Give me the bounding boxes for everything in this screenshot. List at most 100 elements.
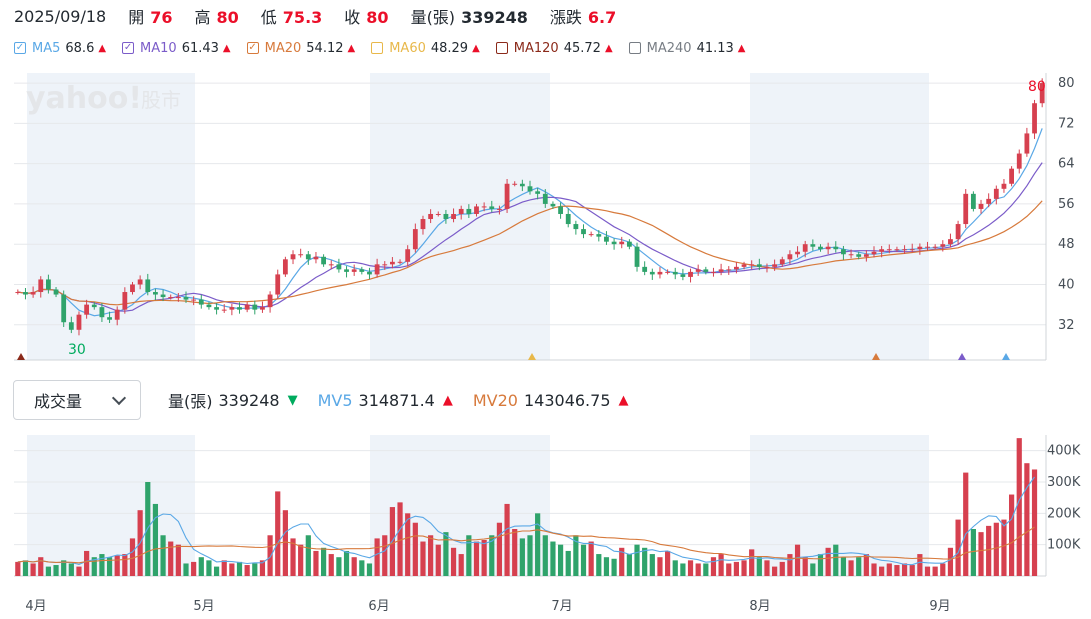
ma-name: MA240 xyxy=(646,40,692,56)
volume-bar xyxy=(626,554,632,576)
candle-body xyxy=(764,266,770,268)
volume-bar xyxy=(213,566,220,576)
candle-body xyxy=(53,289,59,295)
candle-body xyxy=(779,259,785,265)
volume-bar xyxy=(710,557,717,576)
volume-bar xyxy=(106,557,113,576)
candle-body xyxy=(458,208,464,214)
ma-toggle-ma10[interactable]: ✓ MA10 61.43 ▲ xyxy=(122,41,231,56)
trend-up-icon: ▲ xyxy=(442,392,453,408)
candle-body xyxy=(305,254,311,260)
volume-bar xyxy=(787,554,793,576)
volume-bar xyxy=(764,560,770,576)
volume-bar xyxy=(466,535,472,576)
volume-bar xyxy=(374,538,380,576)
ma-value: 61.43 xyxy=(181,40,219,56)
month-band xyxy=(750,73,929,360)
candle-body xyxy=(902,249,907,251)
ma-toggle-ma20[interactable]: ✓ MA20 54.12 ▲ xyxy=(246,41,356,56)
candle-body xyxy=(61,294,67,323)
ma-value: 45.72 xyxy=(563,40,601,56)
volume-bar xyxy=(1024,463,1030,576)
candle-body xyxy=(818,246,823,250)
candle-body xyxy=(970,193,976,209)
candle-body xyxy=(909,249,915,251)
volume-bar xyxy=(672,560,678,576)
candle-body xyxy=(634,246,640,267)
volume-bar xyxy=(206,560,212,576)
candle-body xyxy=(841,249,846,255)
candle-body xyxy=(282,259,288,275)
candle-body xyxy=(573,224,579,230)
candle-body xyxy=(313,256,319,260)
volume-bar xyxy=(129,538,136,576)
volume-bar xyxy=(932,566,938,576)
volume-bar xyxy=(15,561,21,576)
event-marker-icon xyxy=(958,353,966,360)
volume-bar xyxy=(236,561,243,576)
quote-summary-bar: 2025/09/18 開 76 高 80 低 75.3 收 80 量(張) 339248 … xyxy=(14,6,638,28)
y-tick-label: 48 xyxy=(1058,237,1075,252)
high-value: 80 xyxy=(216,8,239,27)
volume-legend-item: 量(張) 339248 ▼ xyxy=(168,388,298,412)
ma-toggle-ma240[interactable]: MA240 41.13 ▲ xyxy=(628,40,746,56)
ma-value: 48.29 xyxy=(430,40,469,56)
candle-body xyxy=(405,249,411,262)
candle-body xyxy=(466,208,472,214)
trend-up-icon: ▲ xyxy=(98,42,107,54)
candle-body xyxy=(229,307,235,310)
candle-body xyxy=(206,304,212,308)
trend-up-icon: ▲ xyxy=(347,42,356,54)
candle-body xyxy=(642,266,648,272)
candle-body xyxy=(917,246,923,250)
volume-bar xyxy=(305,535,311,576)
volume-bar xyxy=(749,549,755,576)
candle-body xyxy=(1001,183,1007,189)
volume-bar xyxy=(947,547,954,576)
indicator-select-dropdown[interactable]: 成交量 xyxy=(13,380,141,420)
checkbox-checked-icon: ✓ xyxy=(14,42,26,54)
candle-body xyxy=(940,244,946,247)
volume-bar xyxy=(244,565,250,576)
volume-bar xyxy=(978,532,984,576)
volume-bar xyxy=(84,550,90,576)
open-label: 開 xyxy=(128,8,145,27)
candle-body xyxy=(718,269,724,272)
candle-body xyxy=(978,203,984,209)
ma-toggle-ma120[interactable]: MA120 45.72 ▲ xyxy=(495,40,613,56)
candle-body xyxy=(168,297,174,299)
volume-bar xyxy=(504,503,510,576)
candle-body xyxy=(726,269,732,271)
volume-bar xyxy=(229,563,235,576)
x-tick-label: 5月 xyxy=(193,599,214,614)
volume-bar xyxy=(30,563,36,576)
candle-body xyxy=(46,279,51,290)
candle-body xyxy=(626,241,632,247)
volume-bar xyxy=(443,532,449,576)
trend-up-icon: ▲ xyxy=(604,42,613,54)
trend-up-icon: ▲ xyxy=(737,42,746,54)
volume-bar xyxy=(703,563,709,576)
candle-body xyxy=(497,208,502,210)
ma-toggle-ma5[interactable]: ✓ MA5 68.6 ▲ xyxy=(14,41,106,56)
checkbox-checked-icon: ✓ xyxy=(122,42,135,54)
candle-body xyxy=(183,297,189,300)
volume-bar xyxy=(221,560,227,576)
ma-toggle-ma60[interactable]: MA60 48.29 ▲ xyxy=(371,41,480,56)
candle-body xyxy=(657,271,663,275)
candle-body xyxy=(672,271,678,275)
ma-value: 41.13 xyxy=(696,40,734,56)
candle-body xyxy=(30,292,36,295)
event-marker-icon xyxy=(528,353,536,360)
volume-bar xyxy=(741,560,747,576)
max-price-label: 80 xyxy=(1028,79,1046,95)
trend-up-icon: ▲ xyxy=(472,42,480,54)
volume-bar xyxy=(282,510,288,576)
volume-bar xyxy=(596,554,602,576)
candle-body xyxy=(955,224,961,240)
volume-bar xyxy=(198,557,204,576)
candle-body xyxy=(535,191,541,194)
candle-body xyxy=(894,249,900,251)
candle-body xyxy=(695,269,701,272)
candle-body xyxy=(986,198,992,204)
